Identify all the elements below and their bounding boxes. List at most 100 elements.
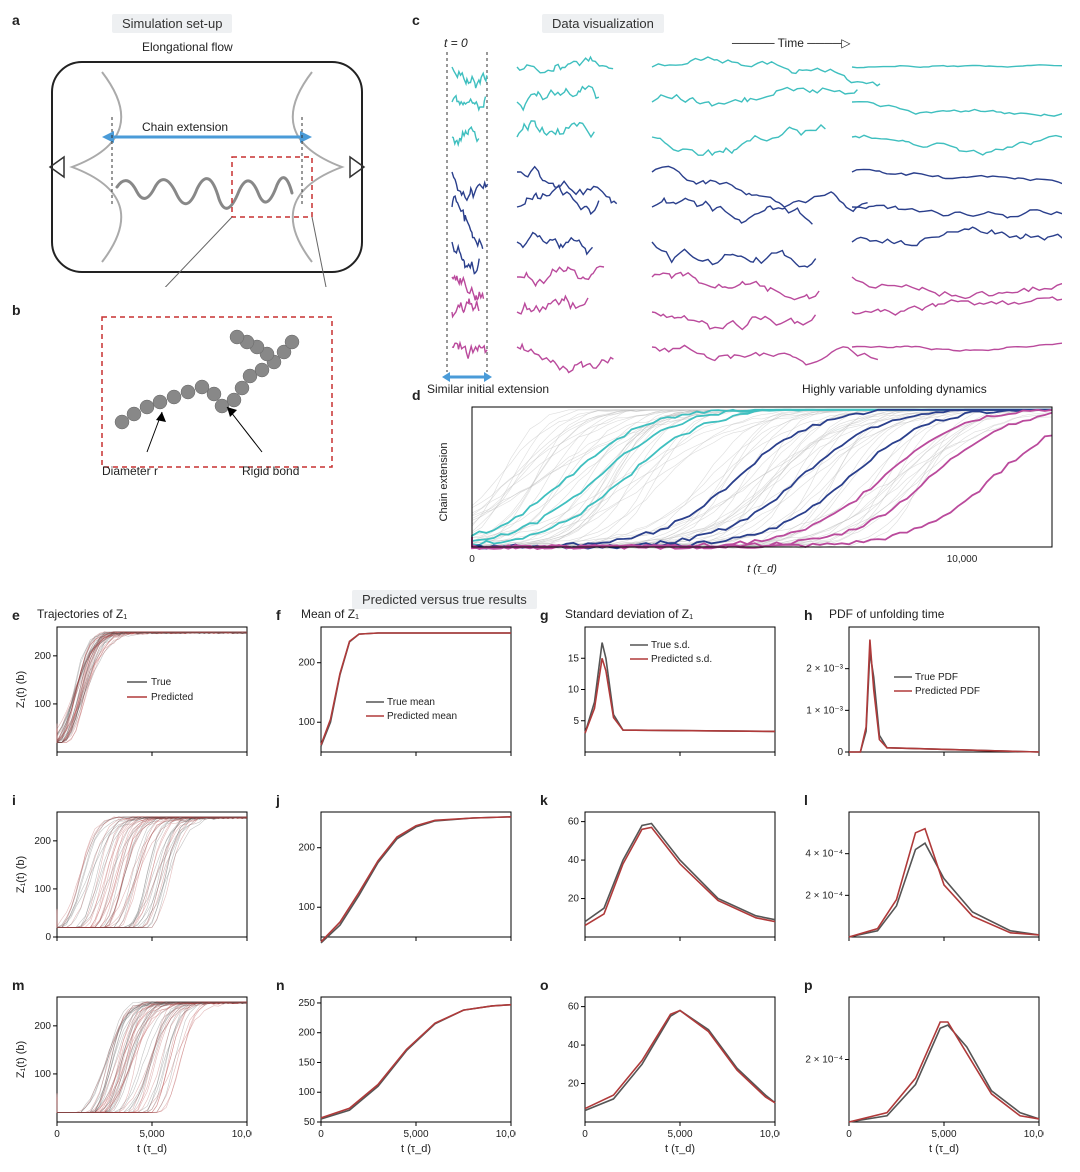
svg-text:2 × 10⁻⁴: 2 × 10⁻⁴ xyxy=(805,1055,843,1066)
panel-h-svg: 0 1 × 10⁻³ 2 × 10⁻³ True PDF Predicted PDF xyxy=(804,622,1044,802)
panel-i-svg: 0 100 200 Z₁(t) (b) xyxy=(12,807,252,987)
svg-text:t (τ_d): t (τ_d) xyxy=(137,1143,167,1155)
panel-c-t0: t = 0 xyxy=(444,36,468,50)
svg-text:10,000: 10,000 xyxy=(496,1129,516,1140)
label-j: j xyxy=(276,792,280,808)
panel-n-svg: 05,00010,000t (τ_d)50100150200250 xyxy=(276,992,516,1172)
svg-text:True: True xyxy=(151,677,172,688)
svg-text:t (τ_d): t (τ_d) xyxy=(401,1143,431,1155)
panel-c-time: ───── Time ────▷ xyxy=(732,36,850,50)
svg-text:60: 60 xyxy=(568,817,580,828)
panel-g-svg: 5 10 15 True s.d. Predicted s.d. xyxy=(540,622,780,802)
label-a: a xyxy=(12,12,20,28)
label-k: k xyxy=(540,792,548,808)
label-i: i xyxy=(12,792,16,808)
label-o: o xyxy=(540,977,549,993)
svg-text:5: 5 xyxy=(573,716,579,727)
label-e: e xyxy=(12,607,20,623)
svg-text:150: 150 xyxy=(298,1057,315,1068)
svg-text:5,000: 5,000 xyxy=(667,1129,692,1140)
col-title-f: Mean of Z₁ xyxy=(301,607,359,621)
svg-text:0: 0 xyxy=(846,1129,852,1140)
svg-text:Z₁(t) (b): Z₁(t) (b) xyxy=(15,856,27,893)
svg-text:5,000: 5,000 xyxy=(403,1129,428,1140)
panel-f-svg: 100 200 True mean Predicted mean xyxy=(276,622,516,802)
section-sim-setup: Simulation set-up xyxy=(112,14,232,33)
svg-text:t (τ_d): t (τ_d) xyxy=(665,1143,695,1155)
svg-text:200: 200 xyxy=(298,1028,315,1039)
svg-text:Predicted s.d.: Predicted s.d. xyxy=(651,654,712,665)
panel-c-variable: Highly variable unfolding dynamics xyxy=(802,382,987,396)
panel-k-svg: 20 40 60 xyxy=(540,807,780,987)
svg-text:200: 200 xyxy=(34,836,51,847)
svg-text:0: 0 xyxy=(318,1129,324,1140)
panel-c-svg xyxy=(432,52,1062,382)
svg-text:t (τ_d): t (τ_d) xyxy=(929,1143,959,1155)
svg-text:200: 200 xyxy=(34,1021,51,1032)
panel-e-svg: 100200Z₁(t) (b)TruePredicted xyxy=(12,622,252,802)
col-title-h: PDF of unfolding time xyxy=(829,607,944,621)
panel-m-svg: 05,00010,000t (τ_d)100200Z₁(t) (b) xyxy=(12,992,252,1172)
panel-b-svg xyxy=(92,312,342,482)
svg-text:10,000: 10,000 xyxy=(1024,1129,1044,1140)
svg-text:200: 200 xyxy=(298,658,315,669)
svg-text:4 × 10⁻⁴: 4 × 10⁻⁴ xyxy=(805,849,843,860)
label-m: m xyxy=(12,977,24,993)
panel-j-svg: 100200 xyxy=(276,807,516,987)
svg-text:0: 0 xyxy=(582,1129,588,1140)
svg-text:15: 15 xyxy=(568,653,580,664)
label-h: h xyxy=(804,607,813,623)
panel-a-ext-label: Chain extension xyxy=(142,120,228,134)
label-g: g xyxy=(540,607,549,623)
label-l: l xyxy=(804,792,808,808)
svg-text:250: 250 xyxy=(298,998,315,1009)
panel-o-svg: 0 5,000 10,000 t (τ_d) 20 40 60 xyxy=(540,992,780,1172)
panel-c-similar: Similar initial extension xyxy=(427,382,549,396)
svg-text:t (τ_d): t (τ_d) xyxy=(747,563,777,575)
panel-a-flow-label: Elongational flow xyxy=(142,40,233,54)
panel-d-svg: Chain extension 0 10,000 t (τ_d) xyxy=(432,402,1062,577)
panel-b-rigid: Rigid bond xyxy=(242,464,299,478)
svg-text:Predicted PDF: Predicted PDF xyxy=(915,686,980,697)
svg-text:40: 40 xyxy=(568,1040,580,1051)
label-c: c xyxy=(412,12,420,28)
svg-text:0: 0 xyxy=(45,932,51,943)
svg-text:20: 20 xyxy=(568,1079,580,1090)
svg-text:2 × 10⁻⁴: 2 × 10⁻⁴ xyxy=(805,890,843,901)
svg-text:100: 100 xyxy=(298,717,315,728)
bottom-grid: eTrajectories of Z₁100200Z₁(t) (b)TruePr… xyxy=(12,607,1068,1147)
svg-text:0: 0 xyxy=(469,554,475,565)
svg-text:200: 200 xyxy=(34,651,51,662)
svg-text:20: 20 xyxy=(568,894,580,905)
svg-text:0: 0 xyxy=(54,1129,60,1140)
svg-text:Predicted mean: Predicted mean xyxy=(387,711,457,722)
panel-a-svg xyxy=(42,57,372,287)
svg-text:100: 100 xyxy=(34,884,51,895)
svg-text:2 × 10⁻³: 2 × 10⁻³ xyxy=(806,664,843,675)
label-f: f xyxy=(276,607,281,623)
svg-text:True s.d.: True s.d. xyxy=(651,640,690,651)
svg-text:1 × 10⁻³: 1 × 10⁻³ xyxy=(806,705,843,716)
label-b: b xyxy=(12,302,21,318)
col-title-e: Trajectories of Z₁ xyxy=(37,607,127,621)
svg-text:Predicted: Predicted xyxy=(151,692,193,703)
svg-text:10,000: 10,000 xyxy=(947,554,978,565)
svg-text:0: 0 xyxy=(837,747,843,758)
svg-text:10,000: 10,000 xyxy=(232,1129,252,1140)
svg-text:40: 40 xyxy=(568,855,580,866)
svg-text:True PDF: True PDF xyxy=(915,672,958,683)
panel-b-diameter: Diameter r xyxy=(102,464,158,478)
svg-text:Z₁(t) (b): Z₁(t) (b) xyxy=(15,671,27,708)
svg-text:60: 60 xyxy=(568,1002,580,1013)
svg-text:10,000: 10,000 xyxy=(760,1129,780,1140)
panel-p-svg: 05,00010,000t (τ_d)2 × 10⁻⁴ xyxy=(804,992,1044,1172)
svg-text:True mean: True mean xyxy=(387,697,435,708)
svg-text:10: 10 xyxy=(568,685,580,696)
svg-text:5,000: 5,000 xyxy=(139,1129,164,1140)
svg-text:50: 50 xyxy=(304,1117,316,1128)
col-title-g: Standard deviation of Z₁ xyxy=(565,607,693,621)
svg-text:100: 100 xyxy=(34,1069,51,1080)
section-data-vis: Data visualization xyxy=(542,14,664,33)
label-d: d xyxy=(412,387,421,403)
panel-l-svg: 2 × 10⁻⁴ 4 × 10⁻⁴ xyxy=(804,807,1044,987)
